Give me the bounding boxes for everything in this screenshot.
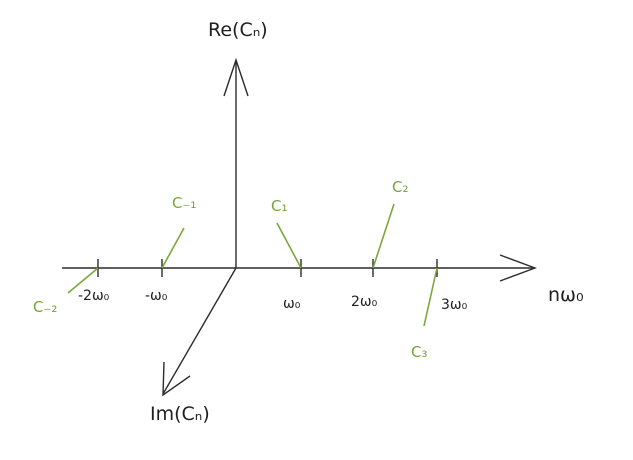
frequency-axis [62, 254, 538, 282]
real-axis [223, 57, 249, 268]
tick-label-minus-2w0: -2ω₀ [78, 288, 110, 304]
coefficient-line-c-minus-2 [67, 267, 99, 294]
tick-label-w0: ω₀ [283, 296, 301, 312]
coefficient-line-c3 [423, 267, 438, 327]
coefficient-label-c3: C₃ [411, 343, 428, 361]
tick-label-3w0: 3ω₀ [441, 297, 468, 313]
real-axis-label: Re(Cₙ) [208, 19, 268, 41]
coefficient-line-c1 [276, 222, 302, 269]
imaginary-axis [162, 267, 237, 397]
coefficient-label-c-minus-1: C₋₁ [172, 194, 196, 212]
coefficient-label-c-minus-2: C₋₂ [33, 298, 57, 316]
coefficient-line-c2 [372, 203, 395, 269]
coefficient-line-c-minus-1 [161, 227, 185, 269]
coefficient-label-c1: C₁ [271, 197, 288, 215]
imaginary-axis-label: Im(Cₙ) [150, 403, 210, 425]
frequency-axis-label: nω₀ [548, 284, 584, 306]
coefficient-label-c2: C₂ [392, 178, 409, 196]
tick-label-minus-w0: -ω₀ [145, 288, 168, 304]
tick-label-2w0: 2ω₀ [351, 294, 378, 310]
